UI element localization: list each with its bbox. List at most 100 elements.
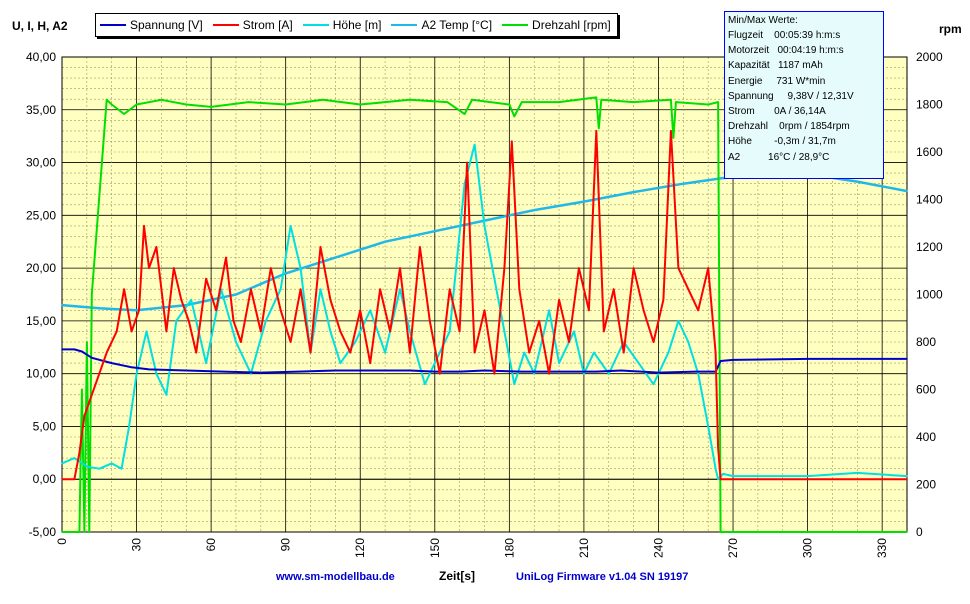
series-1-point-57 (568, 341, 570, 343)
minmax-row-strom: Strom 0A / 36,14A (728, 106, 826, 118)
series-2-point-49 (652, 383, 655, 386)
series-4-point-31 (672, 137, 675, 139)
series-4-point-14 (247, 101, 250, 103)
series-0-point-4 (110, 362, 113, 364)
series-4-point-28 (600, 99, 603, 101)
series-1-point-9 (130, 330, 133, 333)
series-4-point-13 (210, 106, 212, 108)
y2-tick-label: 200 (916, 478, 936, 492)
minmax-row-hoehe: Höhe -0,3m / 31,7m (728, 136, 836, 148)
y-tick-label: 40,00 (26, 50, 56, 64)
series-0-point-21 (657, 371, 660, 374)
series-0-point-11 (334, 369, 337, 372)
series-0-point-3 (91, 357, 93, 359)
series-2-point-46 (608, 372, 610, 375)
x-tick-label: 120 (353, 538, 367, 558)
series-0-point-14 (434, 370, 436, 373)
series-1-point-4 (91, 394, 93, 396)
series-4-point-25 (558, 101, 560, 103)
series-2-point-40 (533, 372, 535, 375)
series-1-point-75 (719, 478, 722, 481)
series-1-point-32 (329, 299, 332, 301)
series-1-point-49 (493, 372, 496, 375)
series-1-point-12 (148, 267, 150, 269)
y-tick-label: 30,00 (26, 156, 56, 170)
series-4-point-18 (409, 99, 411, 101)
series-1-point-5 (98, 372, 101, 375)
series-2-point-29 (409, 330, 411, 333)
series-4-point-32 (675, 101, 677, 103)
series-4-point-34 (717, 101, 719, 103)
series-2-point-3 (98, 467, 101, 470)
series-2-point-48 (637, 362, 640, 364)
minmax-row-energie: Energie 731 W*min (728, 75, 826, 87)
legend-swatch-voltage (100, 24, 126, 26)
y-tick-label: 5,00 (33, 419, 57, 433)
y-tick-label: 25,00 (26, 208, 56, 222)
series-4-point-36 (906, 531, 908, 533)
legend: Spannung [V] Strom [A] Höhe [m] A2 Temp … (95, 13, 618, 37)
series-1-point-7 (115, 330, 118, 333)
minmax-row-drehzahl: Drehzahl 0rpm / 1854rpm (728, 121, 850, 133)
series-2-point-44 (583, 372, 585, 375)
series-0-point-12 (371, 369, 374, 372)
y2-tick-label: 1400 (916, 193, 943, 207)
series-1-point-64 (632, 267, 635, 269)
series-2-point-59 (806, 475, 809, 477)
series-0-point-26 (806, 358, 809, 360)
footer-website-link[interactable]: www.sm-modellbau.de (276, 571, 395, 583)
series-1-point-33 (339, 330, 342, 333)
series-4-point-33 (707, 103, 709, 106)
series-2-point-6 (128, 425, 130, 428)
series-4-point-23 (513, 115, 516, 118)
legend-label-voltage: Spannung [V] (130, 18, 203, 32)
series-0-point-8 (222, 370, 225, 373)
series-1-point-3 (83, 415, 86, 417)
series-0-point-10 (297, 370, 299, 373)
series-1-point-13 (155, 246, 158, 248)
series-2-point-56 (717, 478, 719, 481)
series-1-point-6 (105, 351, 108, 354)
series-2-point-61 (906, 475, 908, 477)
series-2-point-53 (697, 372, 699, 375)
y2-tick-label: 1200 (916, 240, 943, 254)
y2-tick-label: 400 (916, 430, 936, 444)
series-1-point-39 (399, 267, 401, 269)
series-1-point-65 (642, 309, 645, 312)
legend-swatch-temperature (391, 24, 418, 26)
series-2-point-43 (573, 330, 575, 333)
series-4-point-3 (83, 531, 86, 533)
series-4-point-5 (88, 531, 91, 533)
series-0-point-7 (185, 369, 188, 372)
series-2-point-37 (503, 330, 506, 333)
series-2-point-19 (289, 225, 292, 227)
series-0-point-5 (130, 366, 133, 369)
legend-item-voltage: Spannung [V] (96, 18, 203, 32)
series-1-point-35 (359, 309, 362, 312)
series-1-point-28 (289, 341, 292, 343)
series-1-point-45 (458, 330, 461, 333)
y-axis-left-label: U, I, H, A2 (12, 19, 68, 33)
series-2-point-42 (558, 362, 560, 364)
series-4-point-16 (322, 99, 324, 101)
series-1-point-67 (662, 299, 665, 301)
series-1-point-24 (250, 288, 252, 291)
series-4-point-35 (719, 531, 722, 533)
series-0-point-27 (906, 358, 908, 360)
series-1-point-34 (349, 351, 352, 354)
series-2-point-10 (165, 394, 168, 396)
series-4-point-22 (508, 103, 511, 106)
series-0-point-9 (260, 371, 262, 374)
series-2-point-30 (424, 383, 426, 386)
series-1-point-25 (260, 330, 262, 333)
legend-item-altitude: Höhe [m] (299, 18, 381, 32)
y-tick-label: 10,00 (26, 367, 56, 381)
series-2-point-7 (135, 372, 138, 375)
series-1-point-43 (439, 372, 441, 375)
y2-tick-label: 1800 (916, 98, 943, 112)
series-0-point-20 (620, 369, 622, 372)
series-3-point-13 (682, 182, 685, 185)
series-4-point-30 (670, 99, 672, 101)
series-1-point-69 (677, 267, 680, 269)
series-4-point-2 (81, 388, 83, 391)
